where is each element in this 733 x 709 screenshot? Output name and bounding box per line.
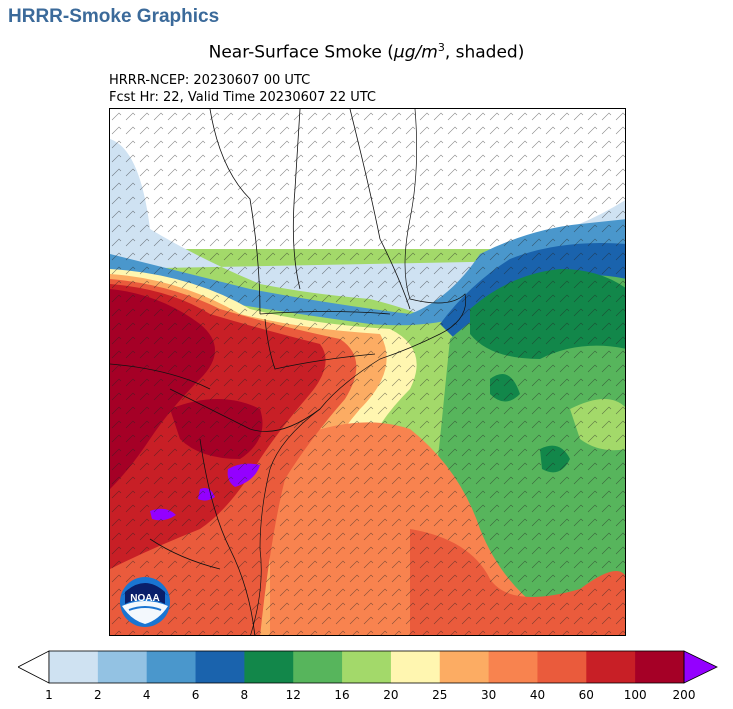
colorbar-tick-label: 16 xyxy=(334,688,350,702)
colorbar-bin xyxy=(244,651,294,683)
colorbar-bin xyxy=(342,651,392,683)
page-header: HRRR-Smoke Graphics xyxy=(8,6,220,27)
colorbar-over-arrow xyxy=(683,650,718,684)
colorbar-tick-label: 8 xyxy=(240,688,249,702)
colorbar-bin xyxy=(97,651,148,683)
colorbar-bin xyxy=(635,651,685,683)
valid-time-line: Fcst Hr: 22, Valid Time 20230607 22 UTC xyxy=(109,90,376,105)
coastline xyxy=(250,109,467,635)
colorbar-tick-label: 40 xyxy=(529,688,546,702)
colorbar-bin xyxy=(195,651,245,683)
colorbar-tick-label: 4 xyxy=(142,688,151,702)
colorbar-tick-label: 2 xyxy=(94,688,102,702)
colorbar-tick-label: 20 xyxy=(383,688,399,702)
colorbar-tick-label: 1 xyxy=(45,688,53,702)
colorbar xyxy=(18,650,718,684)
colorbar-bin xyxy=(390,651,441,683)
colorbar-bin xyxy=(293,651,343,683)
colorbar-bin xyxy=(488,651,538,683)
map-title-suffix: , shaded) xyxy=(444,42,525,63)
colorbar-tick-label: 12 xyxy=(285,688,301,702)
colorbar-frame xyxy=(48,650,685,684)
colorbar-bin xyxy=(439,651,490,683)
wind-barbs xyxy=(110,109,625,635)
colorbar-under-arrow xyxy=(18,650,50,684)
smoke-map-canvas xyxy=(110,109,625,635)
model-run-line: HRRR-NCEP: 20230607 00 UTC xyxy=(109,73,311,88)
map-title-unit: μg/m xyxy=(393,42,438,63)
colorbar-tick-label: 60 xyxy=(578,688,594,702)
colorbar-bin xyxy=(537,651,587,683)
colorbar-bin xyxy=(146,651,197,683)
noaa-logo-text: NOAA xyxy=(130,593,159,604)
colorbar-tick-label: 100 xyxy=(623,688,647,702)
state-boundaries xyxy=(110,109,411,635)
map-title-prefix: Near-Surface Smoke ( xyxy=(208,42,394,63)
noaa-logo: NOAA xyxy=(120,577,170,627)
colorbar-tick-label: 200 xyxy=(672,688,696,702)
colorbar-bin xyxy=(49,651,99,683)
colorbar-bin xyxy=(586,651,636,683)
colorbar-tick-label: 30 xyxy=(480,688,497,702)
colorbar-tick-label: 25 xyxy=(432,688,448,702)
smoke-map xyxy=(109,108,626,636)
colorbar-tick-label: 6 xyxy=(191,688,200,702)
map-title-exp: 3 xyxy=(437,41,445,54)
map-title: Near-Surface Smoke (μg/m3, shaded) xyxy=(0,41,733,63)
